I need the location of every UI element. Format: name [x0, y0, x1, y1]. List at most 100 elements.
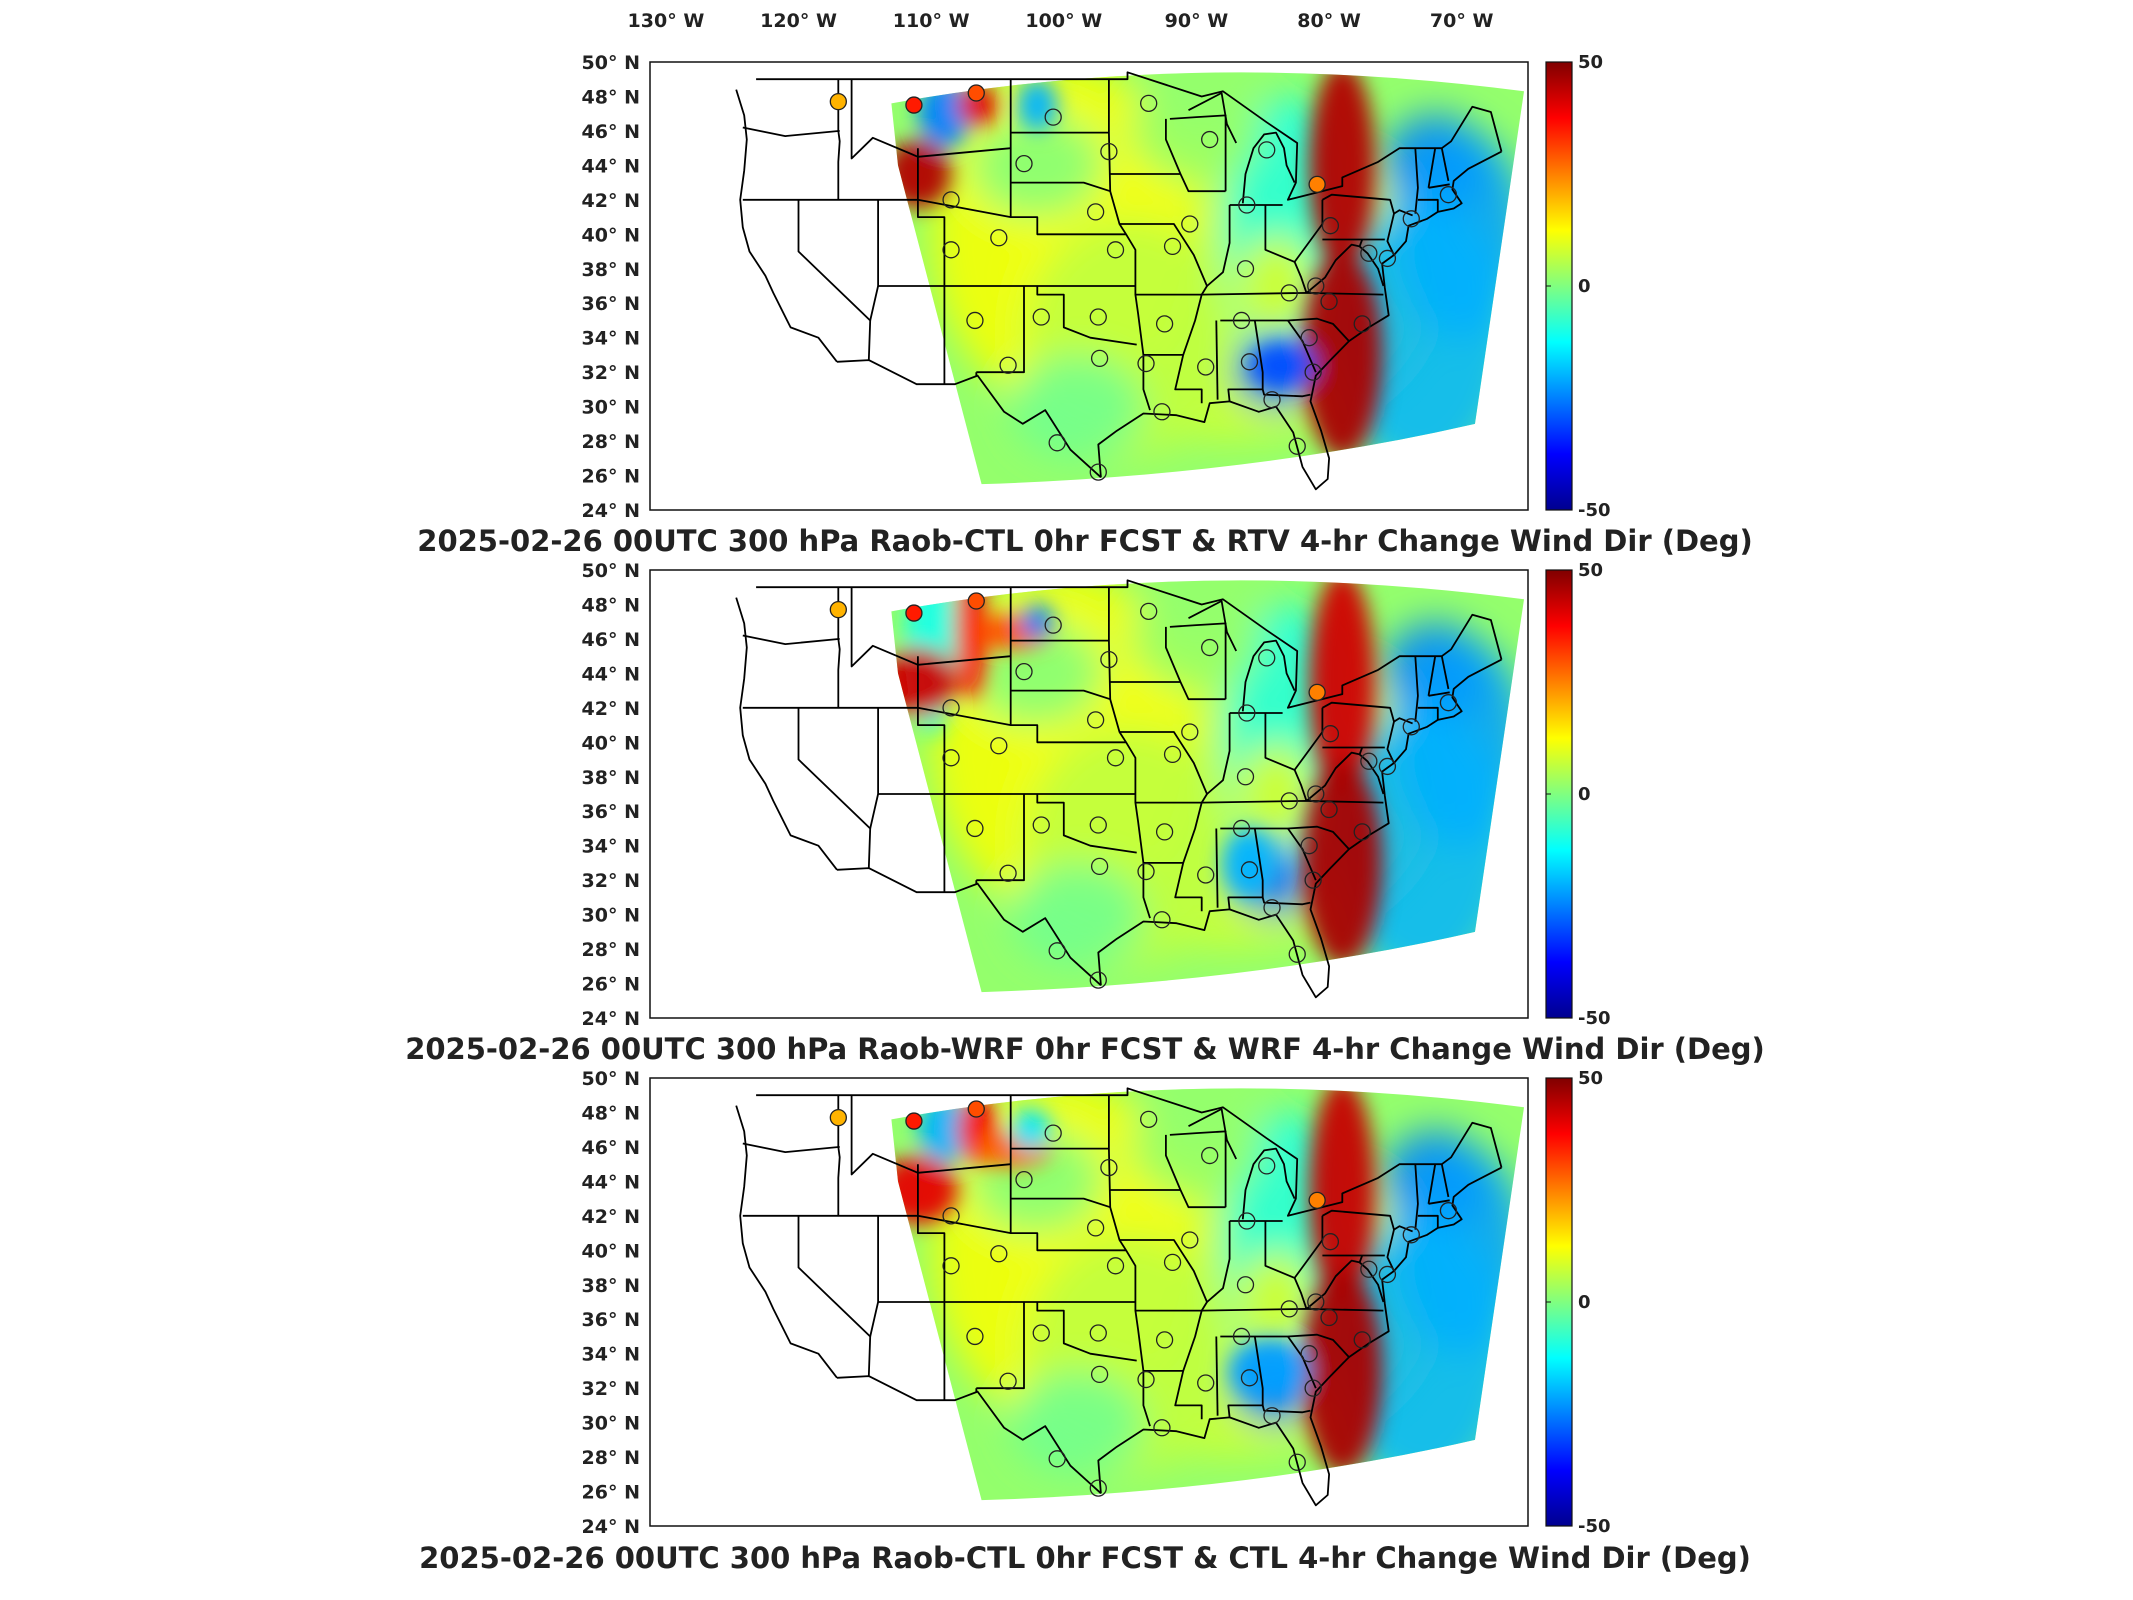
raob-station-marker	[1153, 403, 1171, 421]
pacific-coastline	[735, 1105, 838, 1379]
latitude-tick-label: 46° N	[582, 121, 640, 143]
raob-station-marker	[942, 241, 960, 259]
raob-station-marker	[1090, 857, 1109, 876]
state-border	[1428, 1199, 1450, 1205]
latitude-tick-label: 24° N	[582, 1516, 640, 1538]
latitude-tick-label: 48° N	[582, 594, 640, 616]
raob-station-marker	[1163, 1253, 1182, 1272]
map-frame	[649, 61, 1529, 511]
state-border	[1241, 639, 1296, 712]
raob-station-marker	[1353, 315, 1371, 333]
raob-station-marker	[905, 96, 923, 114]
state-border	[1414, 148, 1419, 214]
state-border	[1261, 389, 1311, 398]
state-border	[1321, 701, 1413, 725]
state-border	[1241, 1147, 1296, 1220]
raob-station-marker	[1320, 292, 1338, 311]
colorbar-tick-label: -50	[1578, 1008, 1611, 1029]
raob-station-marker	[1140, 94, 1158, 113]
state-border	[1417, 706, 1439, 720]
raob-station-marker	[999, 1372, 1017, 1390]
colorbar: 50 0 -50	[1545, 560, 1611, 1029]
state-border	[1358, 747, 1385, 795]
colorbar: 50 0 -50	[1545, 1068, 1611, 1537]
raob-station-marker	[1300, 1345, 1318, 1363]
latitude-tick-labels: 50° N 48° N 46° N 44° N 42° N 40° N 38° N 36° N…	[582, 52, 640, 522]
state-border	[1169, 114, 1227, 192]
field-feature	[1302, 1267, 1383, 1475]
gulf-atlantic-coastline	[1097, 658, 1502, 999]
raob-station-marker	[1089, 463, 1107, 481]
raob-station-marker	[966, 819, 984, 838]
state-border	[869, 1215, 879, 1337]
raob-station-marker	[1263, 1407, 1281, 1425]
raob-station-marker	[1044, 108, 1062, 126]
raob-station-marker	[942, 1257, 960, 1275]
raob-station-marker	[1181, 215, 1199, 233]
raob-station-marker	[1090, 1365, 1109, 1384]
state-border	[1215, 320, 1219, 400]
latitude-tick-label: 50° N	[582, 1068, 640, 1090]
gulf-atlantic-coastline	[1097, 150, 1502, 491]
raob-station-marker	[1378, 1265, 1397, 1284]
mexico-border	[836, 867, 1102, 986]
colorbar: 50 0 -50	[1545, 52, 1611, 521]
map-frame	[649, 1077, 1529, 1527]
raob-station-marker	[1308, 175, 1326, 193]
state-border	[1165, 626, 1226, 701]
state-border	[1386, 1229, 1395, 1272]
raob-station-marker	[1089, 816, 1107, 834]
raob-station-marker	[1048, 434, 1066, 452]
pacific-coastline	[735, 89, 838, 363]
state-border	[1108, 1095, 1151, 1427]
raob-station-marker	[967, 84, 985, 102]
state-border	[917, 148, 946, 385]
colorbar-tick-label: 0	[1578, 276, 1591, 297]
raob-station-marker	[1201, 638, 1219, 657]
raob-station-marker	[1089, 1479, 1107, 1497]
raob-station-marker	[1360, 752, 1378, 770]
field-feature	[1302, 759, 1383, 967]
state-border	[1108, 587, 1151, 919]
raob-station-marker	[1402, 1226, 1420, 1244]
state-border	[837, 587, 841, 708]
raob-station-marker	[1236, 768, 1255, 786]
latitude-tick-labels: 50° N 48° N 46° N 44° N 42° N 40° N 38° N 36° N…	[582, 560, 640, 1030]
state-boundaries	[735, 71, 1503, 491]
state-border	[1206, 205, 1231, 287]
latitude-tick-label: 44° N	[582, 155, 640, 177]
latitude-tick-label: 24° N	[582, 1008, 640, 1030]
raob-station-marker	[1280, 792, 1298, 810]
gulf-atlantic-coastline	[1097, 1166, 1502, 1507]
state-border	[1305, 1259, 1360, 1310]
latitude-tick-label: 24° N	[582, 500, 640, 522]
state-border	[1261, 897, 1311, 906]
raob-station-marker	[1236, 260, 1255, 278]
raob-station-marker	[1288, 945, 1306, 963]
raob-station-marker	[990, 737, 1008, 755]
longitude-tick-labels: 130° W 120° W 110° W 100° W 90° W 80° W 70° W	[628, 10, 1494, 32]
state-border	[976, 286, 1025, 374]
raob-station-marker	[1321, 217, 1340, 235]
state-border	[1440, 656, 1450, 690]
state-border	[850, 587, 1011, 668]
raob-station-marker	[1197, 358, 1215, 376]
state-border	[1428, 691, 1450, 697]
raob-station-marker	[1258, 649, 1276, 667]
longitude-tick-label: 80° W	[1297, 10, 1361, 32]
latitude-tick-label: 34° N	[582, 1344, 640, 1366]
latitude-tick-label: 34° N	[582, 328, 640, 350]
raob-station-marker	[829, 1108, 847, 1127]
field-region	[1010, 354, 1144, 459]
raob-station-marker	[1048, 1450, 1066, 1468]
latitude-tick-label: 42° N	[582, 698, 640, 720]
latitude-tick-labels: 50° N 48° N 46° N 44° N 42° N 40° N 38° N 36° N…	[582, 1068, 640, 1538]
raob-station-marker	[990, 1245, 1008, 1263]
state-border	[1169, 1130, 1227, 1208]
raob-station-marker	[1307, 785, 1325, 803]
latitude-tick-label: 28° N	[582, 431, 640, 453]
colorbar-tick-label: 0	[1578, 1292, 1591, 1313]
raob-station-marker	[829, 600, 847, 619]
latitude-tick-label: 42° N	[582, 1206, 640, 1228]
latitude-tick-label: 30° N	[582, 1413, 640, 1435]
